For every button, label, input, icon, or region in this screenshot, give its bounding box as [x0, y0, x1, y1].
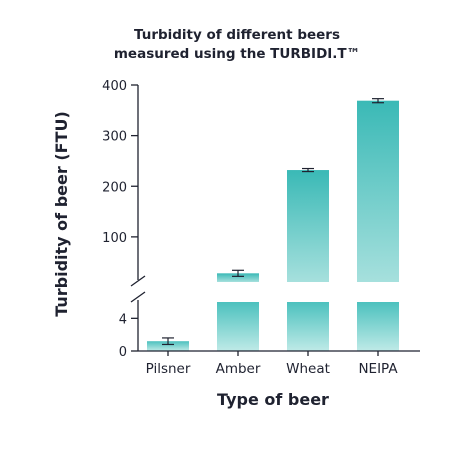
chart-title-line-1: Turbidity of different beers	[133, 27, 340, 43]
bars-layer	[147, 98, 399, 351]
axis-break-mark	[130, 291, 146, 303]
chart-title-line-2: measured using the TURBIDI.T™	[113, 46, 361, 62]
y-tick-label: 100	[102, 231, 127, 246]
y-tick-label: 200	[102, 180, 127, 195]
y-tick-label: 0	[119, 345, 127, 360]
bar-wheat-upper	[287, 170, 329, 282]
axis-break-mark	[130, 275, 146, 287]
error-bar-wheat	[302, 167, 314, 173]
bar-amber-lower	[217, 302, 259, 351]
text-layer: Turbidity of beer (FTU) Type of beer	[52, 111, 329, 409]
bar-neipa-upper	[357, 100, 399, 282]
bar-pilsner	[147, 341, 189, 351]
y-tick-label: 4	[119, 312, 127, 327]
bar-wheat-lower	[287, 302, 329, 351]
y-axis-title: Turbidity of beer (FTU)	[52, 111, 71, 317]
chart-title: Turbidity of different beers measured us…	[0, 26, 474, 64]
x-tick-label-amber: Amber	[216, 361, 261, 377]
bar-neipa-lower	[357, 302, 399, 351]
x-tick-label-neipa: NEIPA	[358, 361, 398, 377]
y-tick-label: 400	[102, 79, 127, 94]
error-bar-amber	[232, 269, 244, 277]
axes-layer: 0 4 100 200 300 400 Pilsner Amber Wheat NEIPA	[102, 79, 420, 377]
y-tick-label: 300	[102, 130, 127, 145]
bar-amber-upper	[217, 273, 259, 282]
error-bar-pilsner	[162, 337, 174, 346]
x-tick-label-pilsner: Pilsner	[146, 361, 191, 377]
x-axis-title: Type of beer	[217, 390, 329, 409]
error-bar-neipa	[372, 98, 384, 104]
x-tick-label-wheat: Wheat	[286, 361, 330, 377]
